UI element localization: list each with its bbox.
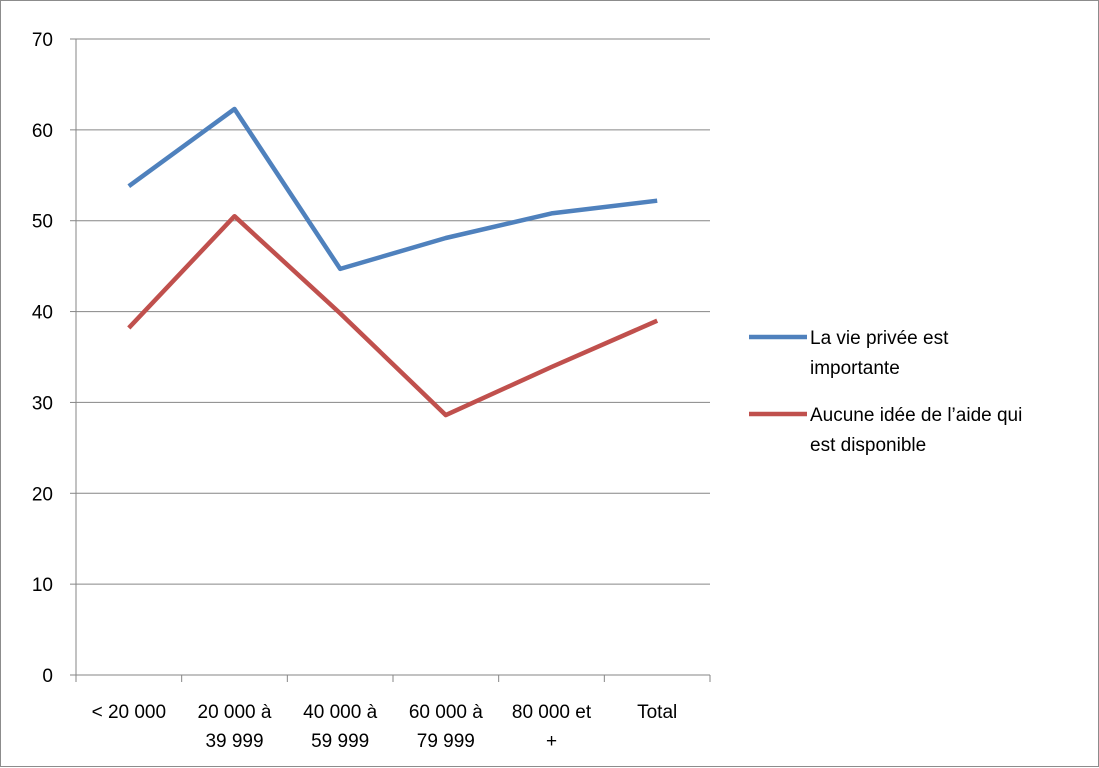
y-tick-label: 40 xyxy=(32,303,53,324)
x-tick-label: 20 000 à xyxy=(198,702,272,723)
x-tick-label: + xyxy=(546,731,557,752)
x-tick-label: 60 000 à xyxy=(409,702,483,723)
y-tick-label: 70 xyxy=(32,30,53,51)
y-tick-label: 30 xyxy=(32,393,53,414)
legend-label: La vie privée est xyxy=(810,328,949,349)
x-tick-label: 79 999 xyxy=(417,731,475,752)
x-tick-label: 40 000 à xyxy=(303,702,377,723)
y-tick-label: 60 xyxy=(32,121,53,142)
legend-label: importante xyxy=(810,358,900,379)
x-tick-label: 39 999 xyxy=(205,731,263,752)
y-tick-label: 10 xyxy=(32,575,53,596)
series-line-1 xyxy=(127,106,658,272)
x-tick-label: 80 000 et xyxy=(512,702,592,723)
y-tick-label: 50 xyxy=(32,212,53,233)
y-tick-label: 20 xyxy=(32,484,53,505)
x-tick-label: < 20 000 xyxy=(92,702,167,723)
x-tick-label: Total xyxy=(637,702,677,723)
legend-label: est disponible xyxy=(810,435,926,456)
series-line-2 xyxy=(127,213,659,418)
x-tick-label: 59 999 xyxy=(311,731,369,752)
legend-label: Aucune idée de l’aide qui xyxy=(810,405,1022,426)
y-tick-label: 0 xyxy=(42,666,53,687)
